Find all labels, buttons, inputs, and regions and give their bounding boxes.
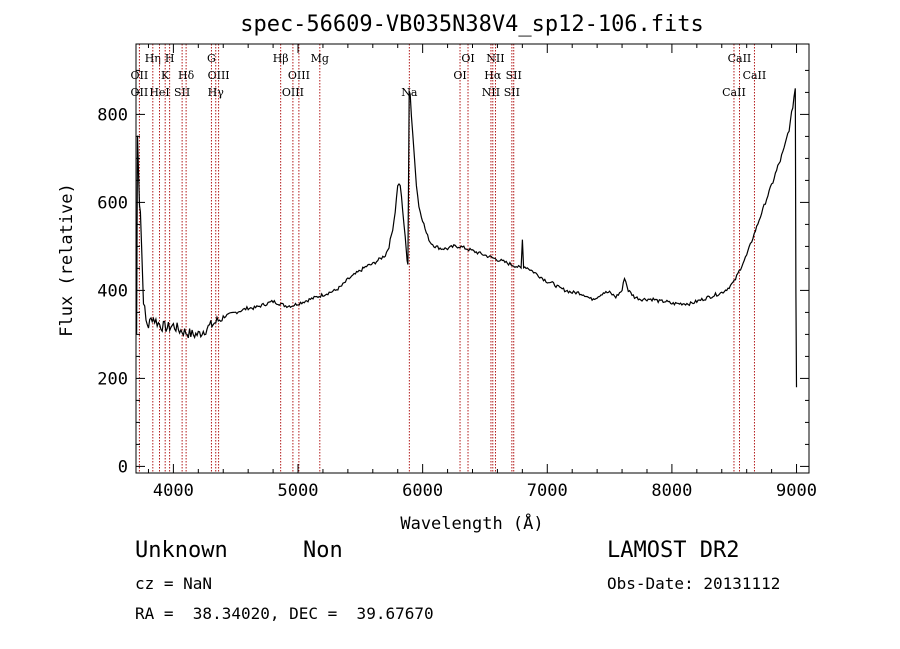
line-label-oi: OI bbox=[461, 52, 474, 65]
x-tick-label: 9000 bbox=[776, 481, 817, 501]
line-label-oi: OI bbox=[453, 69, 466, 82]
line-label-oiii: OIII bbox=[288, 69, 310, 82]
x-tick-label: 6000 bbox=[402, 481, 443, 501]
line-label-k: K bbox=[161, 69, 170, 82]
line-label-oiii: OIII bbox=[208, 69, 230, 82]
line-label-sii: SII bbox=[504, 86, 520, 99]
y-axis-ticks: 0 200 400 600 800 bbox=[97, 69, 809, 477]
line-label-caii: CaII bbox=[743, 69, 767, 82]
x-axis-ticks: 4000 5000 6000 7000 8000 9000 bbox=[147, 44, 817, 501]
line-label-sii: SII bbox=[506, 69, 522, 82]
y-tick-label: 400 bbox=[97, 281, 128, 301]
x-tick-label: 4000 bbox=[153, 481, 194, 501]
chart-title: spec-56609-VB035N38V4_sp12-106.fits bbox=[240, 12, 704, 37]
plot-frame bbox=[135, 43, 810, 474]
line-label-sii: SII bbox=[174, 86, 190, 99]
line-label-hδ: Hδ bbox=[178, 69, 195, 82]
line-label-hα: Hα bbox=[484, 69, 502, 82]
line-label-nii: NII bbox=[486, 52, 504, 65]
x-tick-label: 7000 bbox=[527, 481, 568, 501]
ra-dec-coordinates: RA = 38.34020, DEC = 39.67670 bbox=[135, 604, 434, 623]
y-axis-label: Flux (relative) bbox=[57, 183, 77, 337]
line-label-hβ: Hβ bbox=[273, 52, 289, 65]
spectral-class: Unknown bbox=[135, 538, 228, 563]
observation-date: Obs-Date: 20131112 bbox=[607, 574, 781, 593]
line-label-caii: CaII bbox=[722, 86, 746, 99]
line-label-g: G bbox=[207, 52, 216, 65]
y-tick-label: 800 bbox=[97, 105, 128, 125]
x-tick-label: 8000 bbox=[651, 481, 692, 501]
spectrum-series-line bbox=[136, 88, 798, 388]
y-tick-label: 200 bbox=[97, 369, 128, 389]
line-label-h: H bbox=[165, 52, 175, 65]
line-label-caii: CaII bbox=[728, 52, 752, 65]
line-label-nii: NII bbox=[482, 86, 500, 99]
y-tick-label: 0 bbox=[118, 457, 128, 477]
redshift-cz: cz = NaN bbox=[135, 574, 213, 593]
line-label-hη: Hη bbox=[145, 52, 161, 65]
line-label-mg: Mg bbox=[311, 52, 329, 65]
line-label-oiii: OIII bbox=[282, 86, 304, 99]
line-label-hei: HeI bbox=[149, 86, 169, 99]
line-label-hγ: Hγ bbox=[208, 86, 225, 99]
spectral-subclass: Non bbox=[303, 538, 343, 563]
y-tick-label: 600 bbox=[97, 193, 128, 213]
survey-name: LAMOST DR2 bbox=[607, 538, 740, 563]
x-tick-label: 5000 bbox=[278, 481, 319, 501]
line-label-oii: OII bbox=[131, 69, 149, 82]
x-axis-label: Wavelength (Å) bbox=[400, 512, 543, 534]
